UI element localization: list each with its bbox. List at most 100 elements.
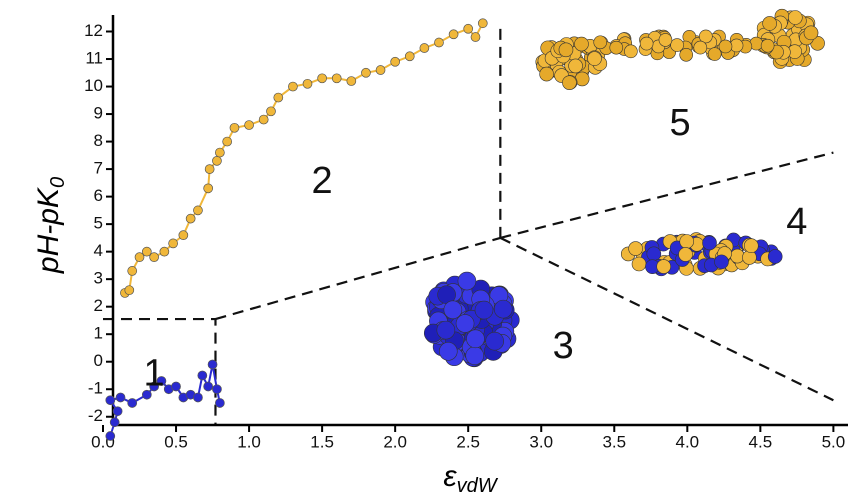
- data-point: [150, 253, 159, 262]
- x-label-sub: vdW: [457, 475, 499, 497]
- data-point: [274, 93, 283, 102]
- bead: [647, 247, 661, 261]
- data-point: [478, 19, 487, 28]
- y-tick-label: 8: [94, 131, 103, 150]
- bead: [744, 239, 758, 253]
- bead: [708, 48, 721, 61]
- bead: [624, 45, 637, 58]
- bead: [540, 67, 554, 81]
- data-point: [128, 266, 137, 275]
- bead: [486, 332, 504, 350]
- bead: [559, 43, 573, 57]
- data-point: [471, 33, 480, 42]
- data-point: [318, 74, 327, 83]
- data-point: [245, 121, 254, 130]
- bead: [594, 36, 607, 49]
- bead: [610, 41, 623, 54]
- data-point: [212, 156, 221, 165]
- bead: [574, 37, 588, 51]
- data-point: [128, 398, 137, 407]
- data-point: [172, 382, 181, 391]
- data-point: [116, 393, 125, 402]
- data-point: [106, 432, 115, 441]
- data-point: [125, 286, 134, 295]
- bead: [679, 247, 693, 261]
- bead: [719, 40, 732, 53]
- x-tick-label: 0.5: [164, 432, 188, 451]
- x-tick-label: 2.5: [456, 432, 480, 451]
- y-tick-label: 1: [94, 324, 103, 343]
- bead: [588, 52, 602, 66]
- y-tick-label: 4: [94, 241, 103, 260]
- bead: [569, 59, 583, 73]
- data-point: [106, 396, 115, 405]
- data-point: [332, 74, 341, 83]
- data-point: [266, 107, 275, 116]
- molecule-illustration: [756, 9, 824, 68]
- data-point: [464, 24, 473, 33]
- data-point: [193, 393, 202, 402]
- x-tick-label: 4.0: [675, 432, 699, 451]
- bead: [562, 76, 576, 90]
- x-label-main: ε: [443, 460, 457, 493]
- bead: [761, 39, 774, 52]
- data-point: [186, 214, 195, 223]
- bead: [444, 301, 462, 319]
- bead: [694, 41, 707, 54]
- region-label: 1: [144, 353, 165, 395]
- y-tick-label: -2: [88, 406, 103, 425]
- bead: [680, 234, 694, 248]
- y-tick-label: 0: [94, 351, 103, 370]
- data-point: [361, 68, 370, 77]
- y-tick-label: 12: [84, 21, 103, 40]
- bead: [768, 249, 782, 263]
- bead: [657, 260, 671, 274]
- x-tick-label: 5.0: [822, 432, 846, 451]
- data-point: [376, 66, 385, 75]
- y-label-sub: 0: [47, 177, 69, 188]
- x-tick-label: 1.0: [237, 432, 261, 451]
- data-point: [259, 115, 268, 124]
- molecule-illustration: [594, 30, 774, 61]
- bead: [680, 48, 693, 61]
- y-tick-label: 10: [84, 76, 103, 95]
- data-point: [347, 77, 356, 86]
- bead: [640, 37, 653, 50]
- data-point: [113, 407, 122, 416]
- data-point: [449, 30, 458, 39]
- bead: [763, 16, 777, 30]
- data-point: [391, 57, 400, 66]
- bead: [659, 33, 672, 46]
- y-tick-label: 6: [94, 186, 103, 205]
- data-point: [223, 137, 232, 146]
- data-point: [198, 371, 207, 380]
- y-tick-label: 11: [85, 49, 103, 68]
- data-point: [208, 360, 217, 369]
- bead: [437, 321, 455, 339]
- data-point: [212, 385, 221, 394]
- y-tick-label: -1: [88, 379, 103, 398]
- bead: [466, 330, 484, 348]
- bead: [703, 236, 717, 250]
- bead: [456, 315, 474, 333]
- x-axis-label: εvdW: [443, 460, 498, 497]
- y-axis-label: pH-pK0: [32, 177, 69, 274]
- data-point: [434, 38, 443, 47]
- data-point: [110, 418, 119, 427]
- molecule-illustration: [621, 233, 782, 276]
- x-tick-label: 2.0: [383, 432, 407, 451]
- bead: [671, 39, 684, 52]
- region-label: 4: [786, 201, 807, 243]
- data-point: [205, 165, 214, 174]
- bead: [804, 26, 818, 40]
- bead: [458, 272, 476, 290]
- y-tick-label: 9: [94, 104, 103, 123]
- y-tick-label: 2: [94, 296, 103, 315]
- data-point: [303, 79, 312, 88]
- bead: [788, 11, 802, 25]
- x-tick-label: 3.5: [602, 432, 626, 451]
- data-point: [420, 44, 429, 53]
- data-point: [215, 148, 224, 157]
- data-point: [204, 184, 213, 193]
- data-point: [160, 247, 169, 256]
